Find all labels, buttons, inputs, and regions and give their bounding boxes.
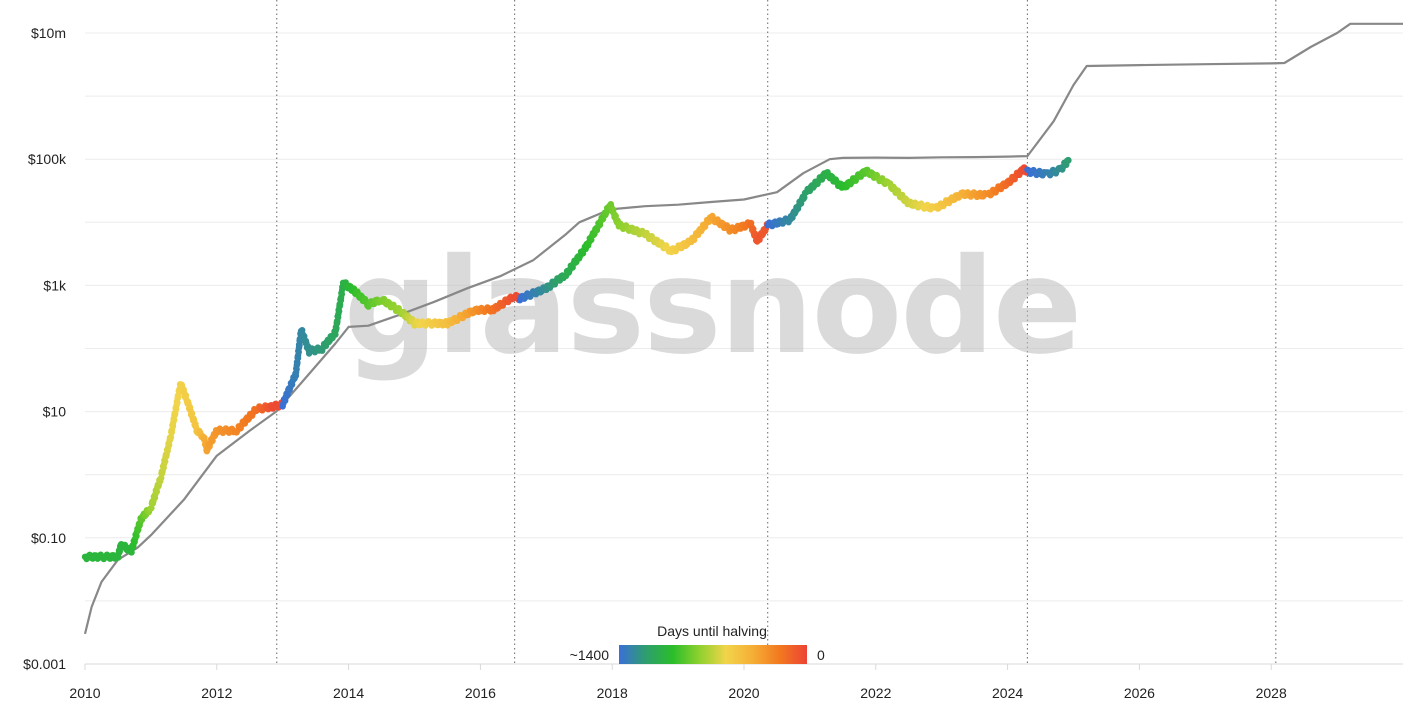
price-point [162,458,169,465]
legend-max-label: 0 [817,647,825,663]
x-tick-label: 2026 [1124,685,1155,701]
price-series [81,156,1072,563]
price-point [1064,156,1072,164]
projection-line-path [83,22,1403,635]
legend-min-label: ~1400 [570,647,610,663]
price-point [148,504,155,512]
legend: Days until halving ~1400 0 [570,623,825,664]
x-tick-label: 2024 [992,685,1023,701]
price-point [171,416,178,424]
price-point [296,342,303,349]
y-tick-label: $1k [43,277,67,293]
watermark-logo: glassnode [344,230,1081,384]
x-tick-label: 2010 [69,685,100,701]
price-point [333,325,340,332]
x-tick-label: 2022 [860,685,891,701]
y-tick-label: $0.001 [23,656,66,672]
legend-gradient-bar [619,645,807,664]
projection-line [83,22,1403,635]
price-point [128,549,135,556]
x-tick-label: 2014 [333,685,364,701]
x-tick-label: 2020 [728,685,759,701]
y-tick-label: $0.10 [31,530,66,546]
y-tick-label: $10m [31,25,66,41]
legend-title: Days until halving [657,623,767,639]
x-tick-label: 2028 [1256,685,1287,701]
x-tick-label: 2012 [201,685,232,701]
price-point [174,399,181,406]
x-tick-label: 2016 [465,685,496,701]
x-tick-label: 2018 [597,685,628,701]
y-tick-label: $10 [43,404,67,420]
y-tick-label: $100k [28,151,67,167]
